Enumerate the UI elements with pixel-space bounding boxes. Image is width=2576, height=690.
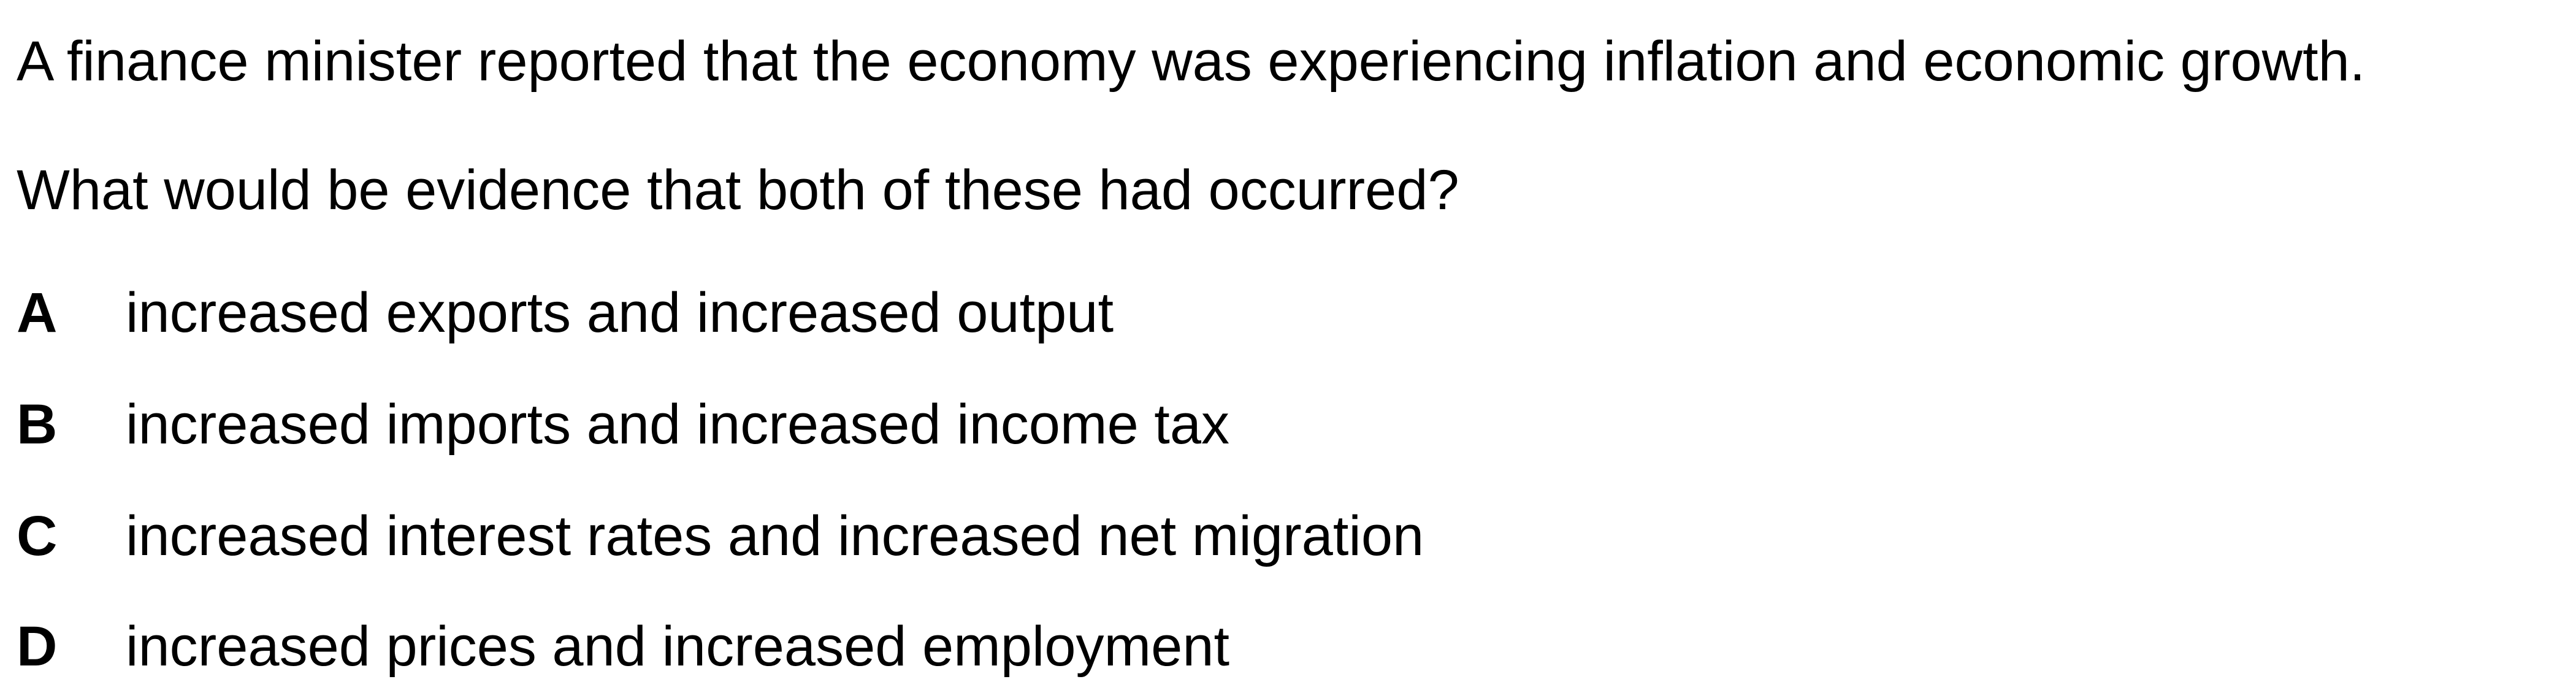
option-text: increased prices and increased employmen… [126, 615, 1230, 678]
question-stem: A finance minister reported that the eco… [17, 30, 2366, 93]
option-letter: A [17, 282, 58, 344]
question-prompt: What would be evidence that both of thes… [17, 159, 1459, 221]
option-letter: B [17, 393, 58, 456]
option-text: increased exports and increased output [126, 282, 1114, 344]
option-text: increased imports and increased income t… [126, 393, 1230, 456]
option-letter: D [17, 615, 58, 678]
option-text: increased interest rates and increased n… [126, 505, 1424, 567]
option-letter: C [17, 505, 58, 567]
